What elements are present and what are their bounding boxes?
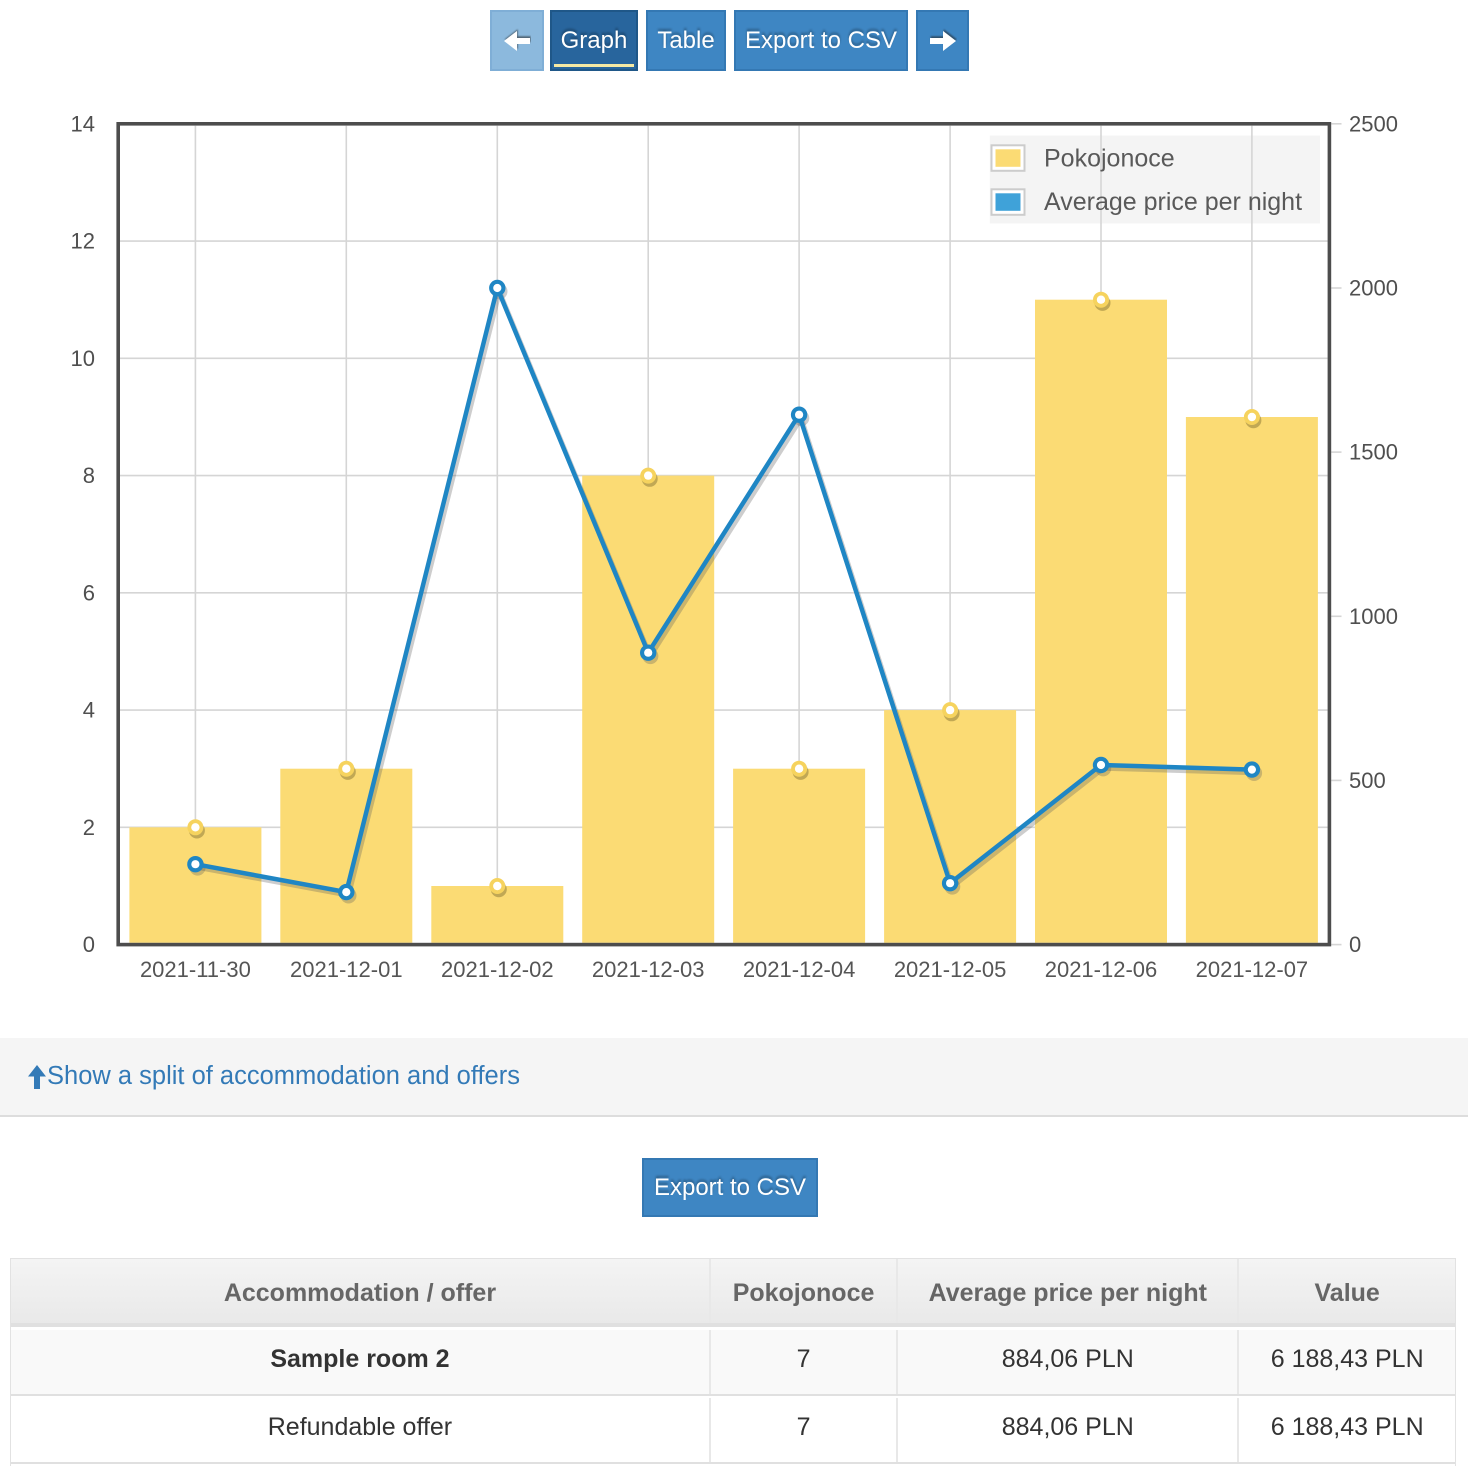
svg-text:2021-12-07: 2021-12-07 [1196,957,1309,982]
svg-text:2021-12-01: 2021-12-01 [290,957,403,982]
svg-text:Average price per night: Average price per night [1044,188,1302,216]
svg-text:12: 12 [71,229,95,254]
svg-text:6: 6 [83,580,95,605]
svg-text:2021-11-30: 2021-11-30 [140,957,251,982]
svg-text:2021-12-03: 2021-12-03 [592,957,705,982]
svg-text:8: 8 [83,463,95,488]
svg-text:0: 0 [1349,932,1361,957]
svg-text:4: 4 [83,698,95,723]
svg-text:1000: 1000 [1349,604,1398,629]
svg-text:2500: 2500 [1349,111,1398,136]
svg-text:2000: 2000 [1349,276,1398,301]
svg-text:2021-12-06: 2021-12-06 [1045,957,1158,982]
svg-text:10: 10 [71,346,95,371]
svg-text:2021-12-05: 2021-12-05 [894,957,1007,982]
svg-text:500: 500 [1349,768,1386,793]
svg-text:2021-12-02: 2021-12-02 [441,957,554,982]
svg-text:Pokojonoce: Pokojonoce [1044,145,1175,173]
svg-text:1500: 1500 [1349,440,1398,465]
svg-text:2: 2 [83,815,95,840]
svg-text:14: 14 [71,111,95,136]
svg-text:2021-12-04: 2021-12-04 [743,957,856,982]
svg-text:0: 0 [83,932,95,957]
